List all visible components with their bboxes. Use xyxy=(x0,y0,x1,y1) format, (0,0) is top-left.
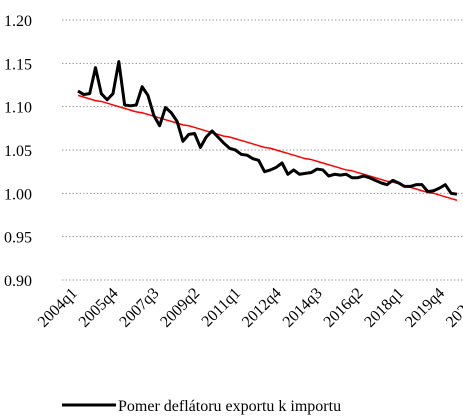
x-tick-label: 2011q1 xyxy=(199,285,245,331)
x-tick-label: 2019q4 xyxy=(402,285,448,331)
x-tick-label: 2012q4 xyxy=(239,285,285,331)
data-line xyxy=(77,60,458,196)
y-tick-label: 1.10 xyxy=(4,100,32,117)
x-tick-label: 2014q3 xyxy=(280,285,326,331)
y-tick-label: 0.95 xyxy=(4,230,32,247)
x-tick-label: 2005q4 xyxy=(76,285,122,331)
y-tick-label: 1.15 xyxy=(4,56,32,73)
y-tick-label: 1.05 xyxy=(4,143,32,160)
y-tick-label: 1.00 xyxy=(4,186,32,203)
legend-label: Pomer deflátoru exportu k importu xyxy=(118,398,341,415)
x-tick-label: 2007q3 xyxy=(116,285,162,331)
y-tick-label: 1.20 xyxy=(4,13,32,30)
y-tick-label: 0.90 xyxy=(4,273,32,290)
x-tick-label: 2016q2 xyxy=(321,285,367,331)
x-tick-label: 2021q3 xyxy=(443,285,463,331)
x-tick-label: 2018q1 xyxy=(361,285,407,331)
x-tick-label: 2009q2 xyxy=(157,285,203,331)
x-tick-label: 2004q1 xyxy=(35,285,81,331)
